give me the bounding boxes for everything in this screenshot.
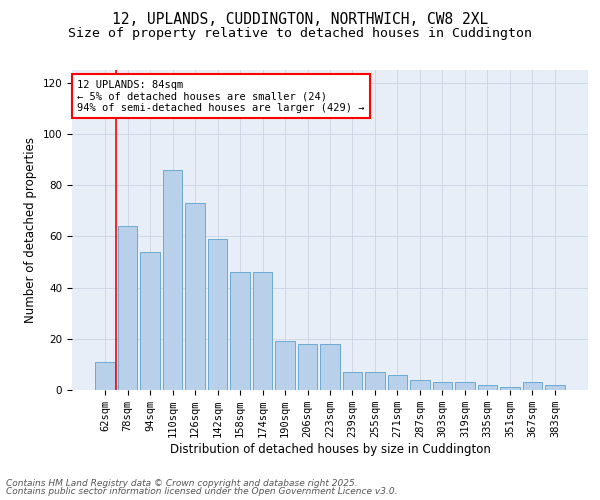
Bar [500,388,520,390]
X-axis label: Distribution of detached houses by size in Cuddington: Distribution of detached houses by size … [170,443,490,456]
Bar [545,385,565,390]
Bar [298,344,317,390]
Text: 12 UPLANDS: 84sqm
← 5% of detached houses are smaller (24)
94% of semi-detached : 12 UPLANDS: 84sqm ← 5% of detached house… [77,80,365,113]
Bar [410,380,430,390]
Bar [253,272,272,390]
Text: Size of property relative to detached houses in Cuddington: Size of property relative to detached ho… [68,28,532,40]
Bar [275,342,295,390]
Bar [478,385,497,390]
Bar [388,374,407,390]
Bar [455,382,475,390]
Bar [163,170,182,390]
Bar [433,382,452,390]
Bar [95,362,115,390]
Text: 12, UPLANDS, CUDDINGTON, NORTHWICH, CW8 2XL: 12, UPLANDS, CUDDINGTON, NORTHWICH, CW8 … [112,12,488,28]
Y-axis label: Number of detached properties: Number of detached properties [24,137,37,323]
Bar [343,372,362,390]
Text: Contains HM Land Registry data © Crown copyright and database right 2025.: Contains HM Land Registry data © Crown c… [6,478,358,488]
Bar [118,226,137,390]
Bar [208,239,227,390]
Bar [320,344,340,390]
Bar [523,382,542,390]
Bar [185,203,205,390]
Bar [365,372,385,390]
Text: Contains public sector information licensed under the Open Government Licence v3: Contains public sector information licen… [6,487,398,496]
Bar [230,272,250,390]
Bar [140,252,160,390]
